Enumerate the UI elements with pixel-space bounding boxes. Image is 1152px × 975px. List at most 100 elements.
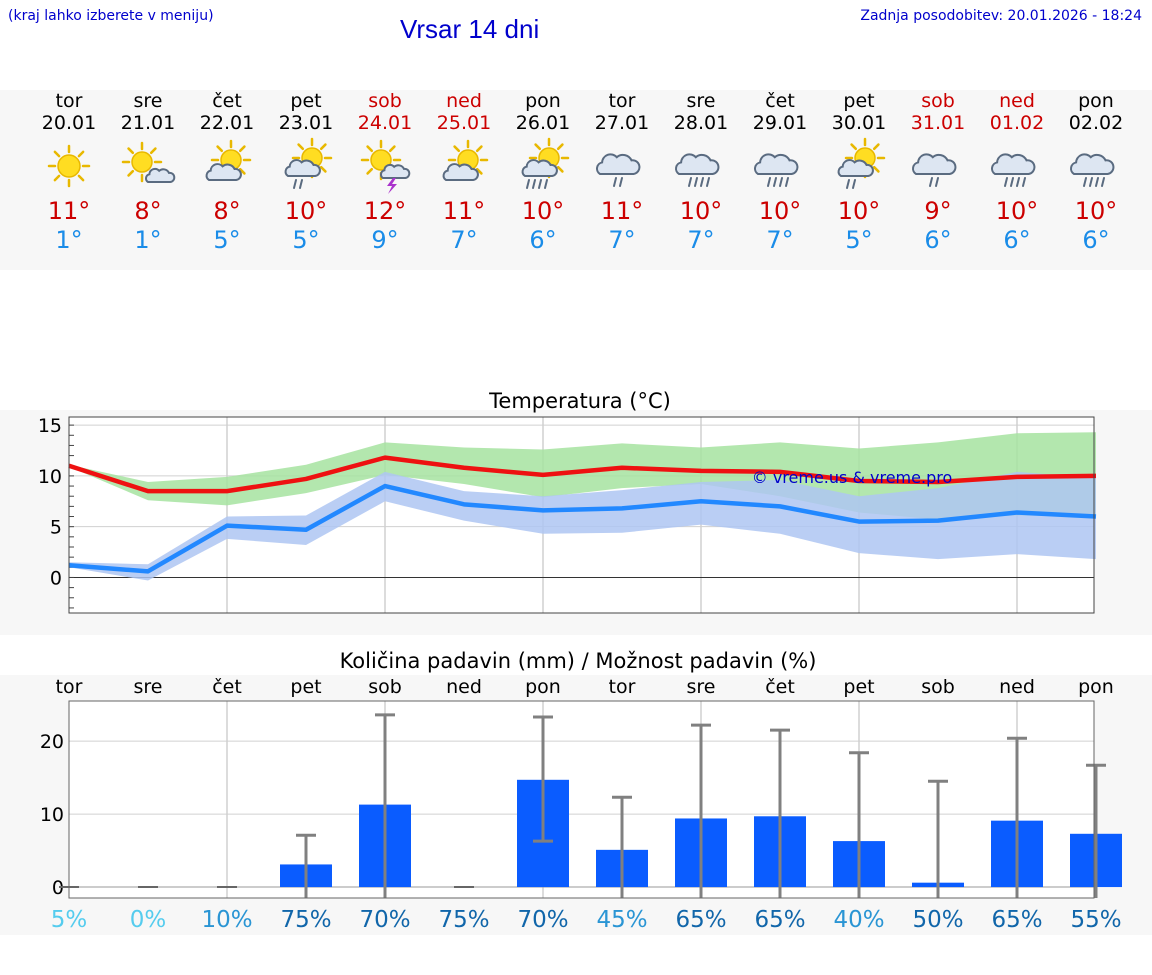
temperature-chart: Temperatura (°C) 0 5 10 15 © vreme.us & vreme… — [0, 389, 1152, 635]
page-title: Vrsar 14 dni — [400, 14, 540, 44]
min-temperature: 6° — [924, 226, 952, 254]
day-name: čet — [212, 90, 242, 112]
day-date: 27.01 — [594, 112, 650, 134]
day-name: tor — [608, 90, 636, 112]
max-temperature: 11° — [47, 197, 91, 225]
day-column: tor 20.01 11° 1° — [29, 90, 109, 254]
precipitation-probability: 70% — [517, 907, 568, 933]
day-column: sre 28.01 10° 7° — [661, 90, 741, 254]
max-temperature: 10° — [837, 197, 881, 225]
weather-icon-slot — [582, 136, 662, 196]
precipitation-probability: 55% — [1070, 907, 1121, 933]
day-date: 02.02 — [1068, 112, 1124, 134]
precipitation-probability: 65% — [754, 907, 805, 933]
weather-icon-slot — [898, 136, 978, 196]
sun-cloud-heavy-rain-icon — [521, 137, 570, 189]
category-label: pon — [1078, 676, 1114, 698]
day-column: čet 22.01 8° 5° — [187, 90, 267, 254]
y-tick-label: 15 — [38, 415, 62, 437]
min-temperature: 1° — [134, 226, 162, 254]
min-temperature: 6° — [1082, 226, 1110, 254]
min-temperature: 6° — [529, 226, 557, 254]
precipitation-probability: 10% — [201, 907, 252, 933]
day-date: 23.01 — [278, 112, 334, 134]
min-temperature: 7° — [608, 226, 636, 254]
plot-frame — [68, 416, 1095, 614]
precipitation-probability: 5% — [51, 907, 88, 933]
category-label: sre — [687, 676, 716, 698]
y-tick-label: 0 — [52, 877, 64, 899]
day-name: pon — [1078, 90, 1114, 112]
precipitation-chart: Količina padavin (mm) / Možnost padavin … — [0, 649, 1152, 935]
category-label: sob — [368, 676, 402, 698]
weather-icon-slot — [424, 136, 504, 196]
min-temperature: 7° — [450, 226, 478, 254]
precipitation-probability: 70% — [359, 907, 410, 933]
min-temperature: 7° — [687, 226, 715, 254]
weather-icon-slot — [503, 136, 583, 196]
min-temperature: 6° — [1003, 226, 1031, 254]
category-label: čet — [212, 676, 242, 698]
day-name: pet — [290, 90, 322, 112]
sun-cloud-rain-icon — [284, 137, 333, 189]
precipitation-probability: 65% — [675, 907, 726, 933]
day-column: pon 26.01 10° 6° — [503, 90, 583, 254]
category-label: tor — [609, 676, 636, 698]
weather-icon-slot — [29, 136, 109, 196]
precipitation-probability: 50% — [912, 907, 963, 933]
min-temperature: 5° — [292, 226, 320, 254]
y-tick-label: 10 — [38, 466, 62, 488]
category-label: sob — [921, 676, 955, 698]
day-column: tor 27.01 11° 7° — [582, 90, 662, 254]
category-label: sre — [134, 676, 163, 698]
weather-icon-slot — [266, 136, 346, 196]
day-column: sob 24.01 12° 9° — [345, 90, 425, 254]
plot-area — [69, 701, 1094, 898]
day-name: sre — [686, 90, 716, 112]
day-date: 20.01 — [41, 112, 97, 134]
max-temperature: 10° — [521, 197, 565, 225]
cloud-heavy-rain-icon — [991, 153, 1036, 187]
weather-icon-slot — [977, 136, 1057, 196]
day-date: 01.02 — [989, 112, 1045, 134]
day-date: 26.01 — [515, 112, 571, 134]
cloud-rain-icon — [912, 153, 957, 187]
day-name: čet — [765, 90, 795, 112]
weather-icon-slot — [1056, 136, 1136, 196]
day-name: ned — [999, 90, 1035, 112]
day-date: 25.01 — [436, 112, 492, 134]
max-temperature: 10° — [995, 197, 1039, 225]
min-temperature: 5° — [845, 226, 873, 254]
min-temperature-line — [68, 483, 1097, 574]
day-name: pon — [525, 90, 561, 112]
max-temperature: 10° — [679, 197, 723, 225]
cloud-sun-icon — [442, 139, 489, 181]
precipitation-probability: 40% — [833, 907, 884, 933]
plot-frame — [68, 700, 1095, 899]
day-date: 22.01 — [199, 112, 255, 134]
sun-cloud-icon — [121, 141, 176, 183]
category-label: pon — [525, 676, 561, 698]
day-date: 24.01 — [357, 112, 413, 134]
cloud-heavy-rain-icon — [675, 153, 720, 187]
min-temperature: 7° — [766, 226, 794, 254]
sun-cloud-thunder-icon — [360, 139, 411, 194]
category-label: pet — [843, 676, 874, 698]
precipitation-probability: 75% — [280, 907, 331, 933]
day-column: čet 29.01 10° 7° — [740, 90, 820, 254]
precipitation-probability: 75% — [438, 907, 489, 933]
max-temperature: 12° — [363, 197, 407, 225]
cloud-sun-icon — [205, 139, 252, 181]
day-name: sre — [133, 90, 163, 112]
min-range-band — [69, 471, 1096, 581]
day-name: tor — [55, 90, 83, 112]
max-temperature: 11° — [442, 197, 486, 225]
min-temperature: 9° — [371, 226, 399, 254]
day-name: sob — [368, 90, 402, 112]
weather-icon-slot — [740, 136, 820, 196]
max-temperature: 10° — [284, 197, 328, 225]
day-column: sob 31.01 9° 6° — [898, 90, 978, 254]
y-tick-label: 5 — [50, 517, 62, 539]
sun-icon — [47, 144, 91, 188]
weather-icon-slot — [819, 136, 899, 196]
